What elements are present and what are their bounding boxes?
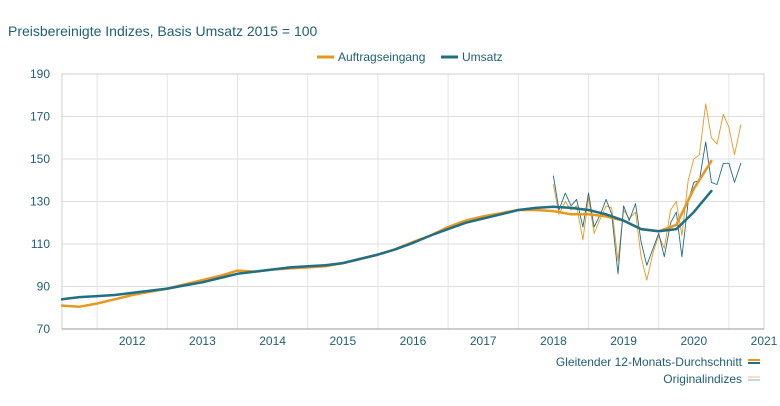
y-tick-label: 70	[37, 322, 51, 336]
series-line-1	[60, 189, 713, 301]
x-tick-label: 2014	[259, 334, 286, 348]
legend-top: Auftragseingang Umsatz	[317, 50, 503, 64]
x-tick-label: 2013	[189, 334, 216, 348]
x-tick-label: 2020	[680, 334, 707, 348]
y-tick-label: 130	[30, 195, 50, 209]
y-tick-label: 190	[30, 67, 50, 81]
chart-title: Preisbereinigte Indizes, Basis Umsatz 20…	[8, 23, 318, 39]
y-tick-label: 170	[30, 110, 50, 124]
y-tick-label: 110	[31, 237, 50, 251]
y-axis-ticks: 70 90 110 130 150 170 190	[30, 67, 50, 336]
legend-umsatz-label: Umsatz	[462, 50, 503, 64]
x-tick-label: 2016	[400, 334, 427, 348]
y-tick-label: 90	[37, 280, 51, 294]
series-lines	[60, 103, 742, 308]
x-tick-label: 2021	[751, 334, 778, 348]
series-line-2	[552, 103, 742, 281]
y-tick-label: 150	[30, 152, 50, 166]
x-tick-label: 2018	[540, 334, 567, 348]
x-axis-ticks: 2012 2013 2014 2015 2016 2017 2018 2019 2020 2021	[119, 334, 778, 348]
x-tick-label: 2017	[470, 334, 497, 348]
legend-bottom: Gleitender 12-Monats-Durchschnitt Origin…	[556, 355, 760, 386]
series-line-3	[552, 141, 742, 275]
x-tick-label: 2012	[119, 334, 146, 348]
gridlines	[61, 73, 765, 330]
x-tick-label: 2015	[329, 334, 356, 348]
legend-auftragseingang-label: Auftragseingang	[338, 50, 425, 64]
x-tick-label: 2019	[610, 334, 637, 348]
legend-original-label: Originalindizes	[663, 372, 742, 386]
legend-moving-average-label: Gleitender 12-Monats-Durchschnitt	[556, 355, 743, 369]
